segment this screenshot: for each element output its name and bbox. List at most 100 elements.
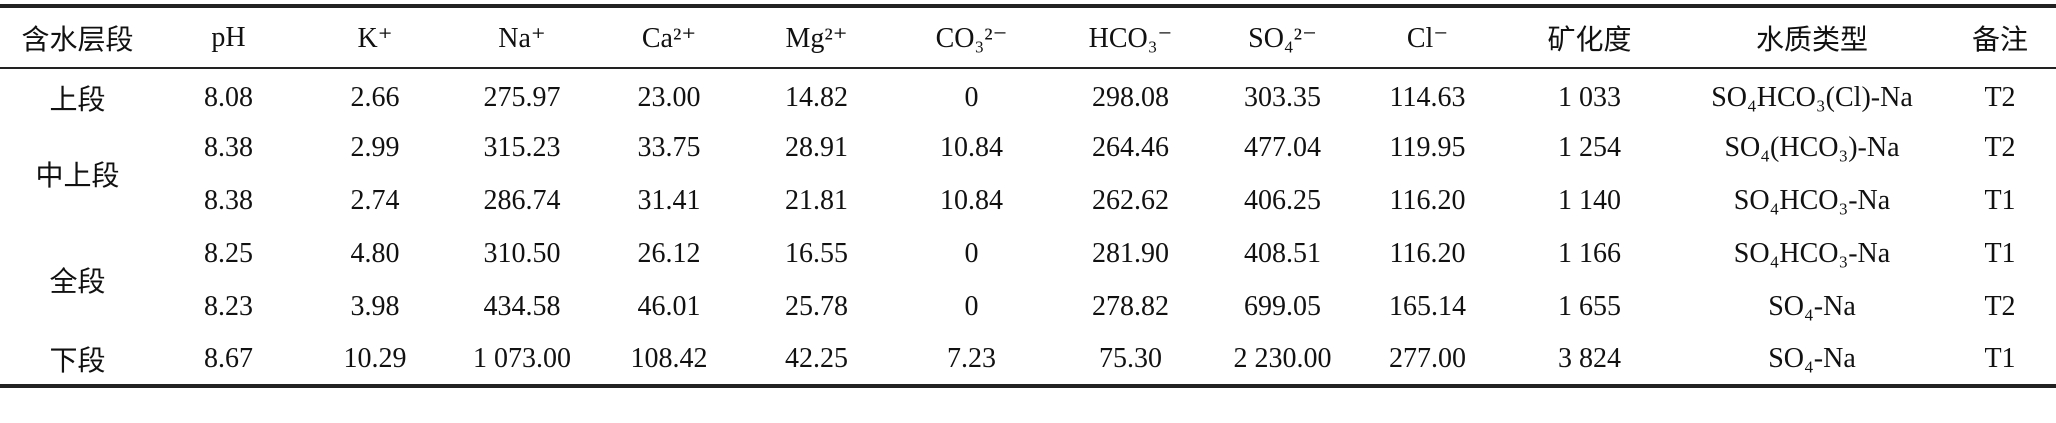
segment-cell: 全段: [49, 267, 106, 298]
header-cell: 水质类型: [1755, 24, 1868, 56]
header-row: 含水层段 pH K⁺ Na⁺ Ca²⁺ Mg²⁺ CO₃²⁻ HCO₃⁻ SO₄²⁻ Cl⁻ 矿化度…: [0, 6, 2056, 68]
table-cell: T1: [1984, 237, 2016, 269]
header-cell: SO₄²⁻: [1248, 22, 1317, 54]
table-cell: 10.29: [343, 342, 407, 374]
table-cell: 14.82: [785, 82, 848, 113]
table-cell: 7.23: [947, 342, 996, 374]
table-cell: 0: [964, 237, 979, 269]
table-cell: 408.51: [1244, 237, 1321, 269]
table-cell: 1 655: [1558, 290, 1621, 322]
table-cell: 262.62: [1092, 184, 1169, 216]
table-cell: T2: [1984, 131, 2016, 163]
table-row: 下段 8.67 10.29 1 073.00 108.42 42.25 7.23 75.30 2…: [0, 333, 2056, 386]
table-cell: 477.04: [1244, 131, 1321, 163]
table-cell: SO₄HCO₃(Cl)-Na: [1711, 82, 1913, 113]
table-cell: 116.20: [1389, 184, 1466, 216]
table-cell: 0: [964, 82, 979, 113]
table-row: 8.23 3.98 434.58 46.01 25.78 0 278.82 699.05 165…: [0, 280, 2056, 333]
header-cell: Na⁺: [498, 22, 546, 54]
table-cell: 25.78: [785, 290, 848, 322]
table-cell: 8.67: [204, 342, 253, 374]
header-cell: Mg²⁺: [785, 22, 848, 54]
table-cell: 33.75: [637, 131, 701, 163]
table-cell: 286.74: [483, 184, 561, 216]
table-cell: SO₄(HCO₃)-Na: [1724, 131, 1900, 163]
table-cell: 310.50: [483, 237, 561, 269]
table-head: 含水层段 pH K⁺ Na⁺ Ca²⁺ Mg²⁺ CO₃²⁻ HCO₃⁻ SO₄²⁻ Cl⁻ 矿化度…: [0, 6, 2056, 68]
table-cell: 434.58: [483, 290, 561, 322]
header-cell: pH: [211, 21, 246, 53]
table-cell: 28.91: [785, 131, 848, 163]
table-body: 上段 8.08 2.66 275.97 23.00 14.82 0 298.08 303.35 1…: [0, 68, 2056, 386]
table-cell: SO₄-Na: [1768, 342, 1856, 374]
table-cell: 8.23: [204, 290, 253, 322]
header-cell: 备注: [1971, 24, 2028, 56]
data-table: 含水层段 pH K⁺ Na⁺ Ca²⁺ Mg²⁺ CO₃²⁻ HCO₃⁻ SO₄²⁻ Cl⁻ 矿化度…: [0, 4, 2056, 388]
segment-cell: 中上段: [35, 161, 120, 192]
table-cell: T2: [1984, 290, 2016, 322]
table-cell: 8.08: [204, 82, 253, 113]
header-cell: K⁺: [357, 22, 393, 54]
table-cell: 8.38: [204, 184, 253, 216]
table-cell: 108.42: [630, 342, 708, 374]
table-row: 中上段 8.38 2.99 315.23 33.75 28.91 10.84 264.46 47…: [0, 121, 2056, 193]
table-cell: 165.14: [1389, 290, 1466, 322]
table-cell: 699.05: [1244, 290, 1321, 322]
table-cell: 264.46: [1092, 131, 1169, 163]
table-cell: 8.25: [204, 237, 253, 269]
table-cell: 2.99: [350, 131, 400, 163]
table-cell: 1 140: [1558, 184, 1621, 216]
table-cell: 1 073.00: [473, 342, 571, 374]
table-cell: 42.25: [785, 342, 848, 374]
header-cell: Ca²⁺: [641, 22, 697, 54]
table-cell: 2.74: [350, 184, 400, 216]
table-cell: 1 254: [1558, 131, 1621, 163]
table-cell: 2.66: [350, 82, 400, 113]
table-cell: 114.63: [1389, 82, 1466, 113]
header-cell: 矿化度: [1547, 24, 1632, 56]
table-cell: 10.84: [940, 184, 1003, 216]
table-cell: 406.25: [1244, 184, 1321, 216]
table-row: 全段 8.25 4.80 310.50 26.12 16.55 0 281.90 408.51 1…: [0, 227, 2056, 299]
header-cell: 含水层段: [21, 24, 134, 56]
table-cell: 16.55: [785, 237, 848, 269]
table-cell: 315.23: [483, 131, 561, 163]
table-cell: 119.95: [1389, 131, 1466, 163]
table-cell: 10.84: [940, 131, 1003, 163]
table-cell: 3.98: [350, 290, 400, 322]
table-cell: 278.82: [1092, 290, 1169, 322]
table-cell: SO₄HCO₃-Na: [1733, 184, 1891, 216]
table-cell: 46.01: [637, 290, 701, 322]
table-cell: 3 824: [1558, 342, 1621, 374]
table-cell: 281.90: [1092, 237, 1169, 269]
table-cell: 2 230.00: [1233, 342, 1332, 374]
table-cell: T1: [1984, 342, 2016, 374]
table-cell: 303.35: [1244, 82, 1321, 113]
header-cell: Cl⁻: [1406, 22, 1449, 54]
table-cell: 277.00: [1389, 342, 1466, 374]
header-cell: HCO₃⁻: [1088, 22, 1173, 54]
table-cell: 1 033: [1558, 82, 1621, 113]
header-cell: CO₃²⁻: [935, 22, 1008, 54]
table-cell: SO₄HCO₃-Na: [1733, 237, 1891, 269]
table-cell: 275.97: [483, 82, 561, 113]
table-cell: 0: [964, 290, 979, 322]
table-cell: 23.00: [637, 82, 701, 113]
segment-cell: 下段: [49, 345, 106, 377]
table-cell: 1 166: [1558, 237, 1621, 269]
table-cell: 116.20: [1389, 237, 1466, 269]
table-cell: 8.38: [204, 131, 253, 163]
table-cell: 26.12: [637, 237, 701, 269]
table-cell: 298.08: [1092, 82, 1169, 113]
table-cell: T1: [1984, 184, 2016, 216]
table-cell: 31.41: [637, 184, 701, 216]
table-cell: 21.81: [785, 184, 848, 216]
segment-cell: 上段: [49, 85, 106, 116]
table-row: 上段 8.08 2.66 275.97 23.00 14.82 0 298.08 303.35 1…: [0, 68, 2056, 121]
table-cell: SO₄-Na: [1768, 290, 1856, 322]
table-cell: 4.80: [350, 237, 400, 269]
table-row: 8.38 2.74 286.74 31.41 21.81 10.84 262.62 406.2…: [0, 174, 2056, 227]
table-cell: T2: [1984, 82, 2016, 113]
